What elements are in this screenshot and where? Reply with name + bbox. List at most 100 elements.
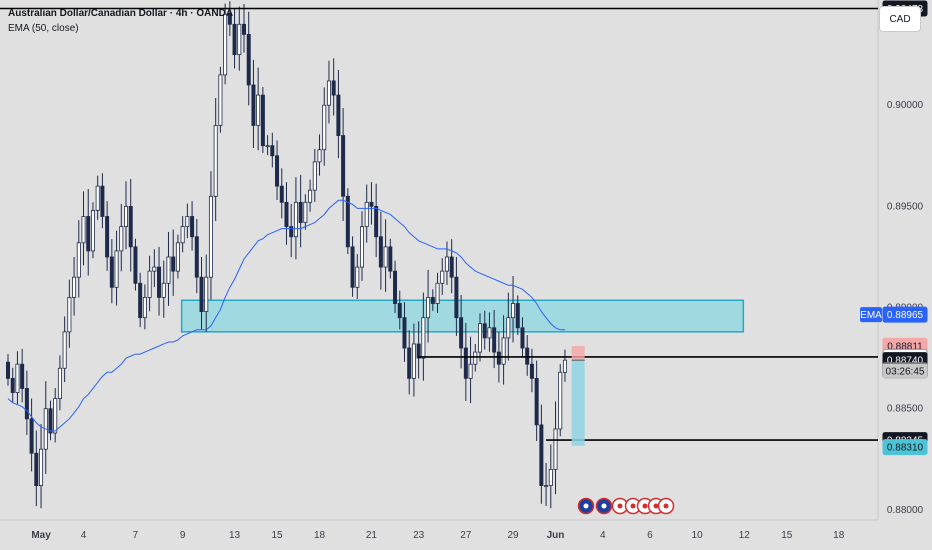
- candle-body: [383, 246, 388, 268]
- candle-body: [468, 363, 473, 379]
- price-tick-label: 0.90000: [887, 100, 924, 111]
- candle-body: [430, 297, 435, 304]
- candle-body: [251, 84, 256, 126]
- symbol-title[interactable]: Australian Dollar/Canadian Dollar · 4h ·…: [8, 8, 234, 19]
- price-tag: [882, 439, 928, 456]
- candle-body: [459, 317, 464, 349]
- price-tick-label: 0.88500: [887, 404, 924, 415]
- candle-body: [208, 195, 213, 278]
- candle-body: [548, 469, 553, 487]
- time-tick-label: 23: [413, 530, 425, 541]
- candle-body: [544, 485, 549, 488]
- candle-body: [435, 282, 440, 304]
- candle-body: [270, 145, 275, 157]
- candle-body: [421, 317, 426, 359]
- candle-body: [232, 23, 237, 56]
- candle-body: [34, 452, 39, 487]
- candle-body: [147, 270, 152, 298]
- candle-body: [124, 205, 129, 228]
- candle-body: [265, 145, 270, 148]
- ema-tag: [860, 307, 882, 323]
- candle-body: [175, 242, 180, 272]
- candle-body: [402, 317, 407, 349]
- candle-body: [393, 270, 398, 304]
- candle-body: [157, 266, 162, 298]
- candle-body: [53, 398, 58, 434]
- event-icon-mark: [642, 503, 648, 509]
- candle-body: [553, 428, 558, 470]
- time-tick-label: Jun: [547, 530, 565, 541]
- candle-body: [114, 250, 119, 288]
- candle-body: [275, 155, 280, 187]
- candle-body: [72, 276, 77, 298]
- candle-body: [10, 377, 15, 393]
- candle-body: [369, 201, 374, 207]
- event-icon-mark: [630, 503, 636, 509]
- candle-body: [326, 80, 331, 106]
- candle-body: [100, 185, 105, 217]
- candle-body: [171, 256, 176, 272]
- event-icon-mark: [653, 503, 659, 509]
- candle-body: [289, 226, 294, 238]
- position-target-box: [571, 360, 585, 446]
- candle-body: [128, 205, 133, 248]
- candle-body: [397, 303, 402, 319]
- candle-body: [279, 185, 284, 203]
- candle-body: [293, 201, 298, 238]
- time-tick-label: 10: [692, 530, 704, 541]
- currency-button[interactable]: CAD: [879, 6, 921, 32]
- candle-body: [416, 343, 421, 359]
- time-tick-label: 15: [781, 530, 793, 541]
- candle-body: [62, 331, 67, 369]
- candle-body: [190, 216, 195, 238]
- candle-body: [119, 226, 124, 252]
- candle-body: [81, 216, 86, 244]
- time-tick-label: 15: [271, 530, 283, 541]
- candle-body: [246, 33, 251, 86]
- candle-body: [525, 347, 530, 365]
- candle-body: [454, 276, 459, 319]
- candle-body: [57, 367, 62, 399]
- candle-body: [444, 256, 449, 272]
- time-tick-label: 6: [647, 530, 653, 541]
- candle-body: [199, 276, 204, 312]
- event-icon-mark: [663, 503, 669, 509]
- ema-tag-label: EMA: [860, 310, 882, 321]
- candle-body: [492, 327, 497, 353]
- candle-body: [138, 282, 143, 319]
- event-icon-mark: [583, 503, 589, 509]
- candle-body: [241, 23, 246, 35]
- candle-body: [76, 242, 81, 278]
- candle-body: [317, 149, 322, 163]
- price-tag: [882, 306, 928, 323]
- candle-body: [237, 23, 242, 56]
- candle-body: [213, 125, 218, 197]
- candle-body: [204, 276, 209, 312]
- candle-body: [161, 282, 166, 298]
- candle-body: [388, 246, 393, 272]
- candle-body: [515, 303, 520, 329]
- candle-body: [355, 266, 360, 288]
- candle-body: [166, 256, 171, 284]
- chart-legend: Australian Dollar/Canadian Dollar · 4h ·…: [8, 6, 233, 36]
- candle-body: [29, 418, 34, 454]
- time-tick-label: 4: [600, 530, 606, 541]
- price-tag-value: 0.88811: [887, 341, 923, 352]
- candle-body: [374, 205, 379, 238]
- candle-body: [218, 74, 223, 126]
- candle-body: [152, 266, 157, 272]
- candle-body: [260, 94, 265, 147]
- candle-body: [463, 347, 468, 379]
- indicator-label[interactable]: EMA (50, close): [8, 23, 79, 34]
- candle-body: [529, 363, 534, 379]
- candle-body: [501, 337, 506, 365]
- candle-body: [24, 388, 29, 420]
- candle-body: [90, 210, 95, 252]
- candle-body: [185, 216, 190, 228]
- candle-body: [284, 201, 289, 228]
- time-tick-label: 7: [133, 530, 139, 541]
- candle-body: [6, 361, 11, 379]
